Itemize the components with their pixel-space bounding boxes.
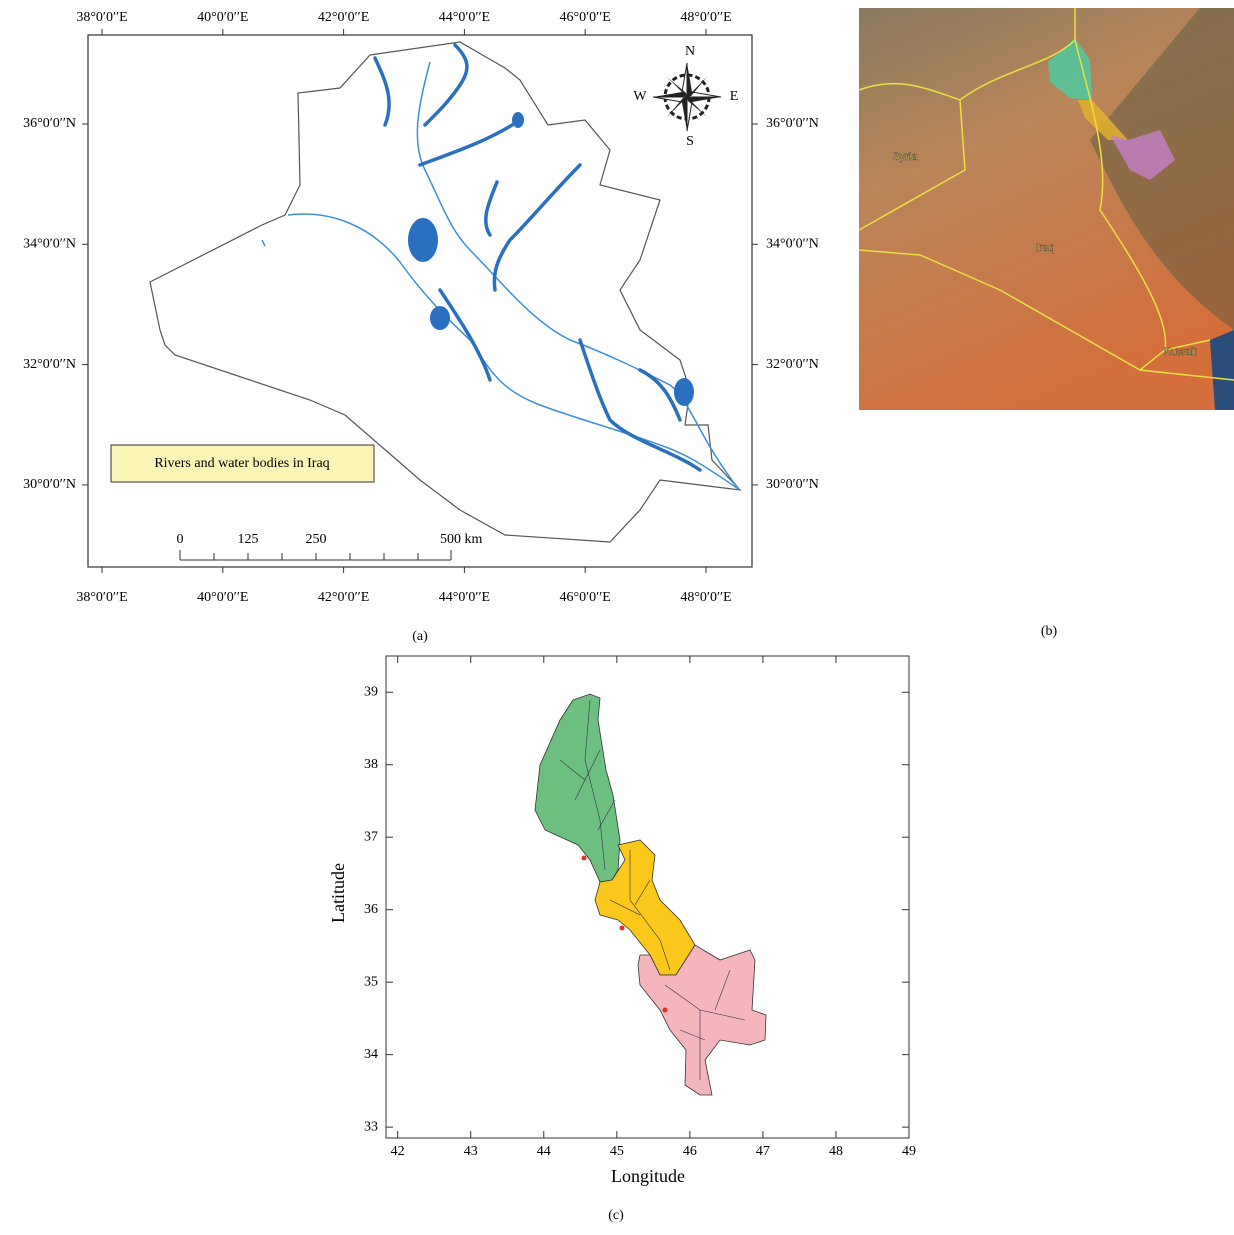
country-label: Syria — [892, 151, 918, 163]
panel-a: N E S W Rivers and water bodies in Iraq … — [88, 35, 752, 644]
lon-label: 38°0′0′′E — [76, 10, 127, 25]
panel-c: Longitude Latitude (c) — [328, 656, 909, 1223]
lon-label: 42°0′0′′E — [318, 10, 369, 25]
x-tick-label: 42 — [391, 1144, 405, 1159]
y-tick-label: 35 — [364, 974, 378, 989]
country-label: Iraq — [1036, 242, 1055, 254]
x-tick-label: 43 — [464, 1144, 478, 1159]
lon-label: 40°0′0′′E — [197, 10, 248, 25]
scale-label: 125 — [238, 532, 259, 547]
lat-label: 36°0′0′′N — [23, 116, 76, 131]
y-tick-label: 37 — [364, 829, 378, 844]
figure: N E S W Rivers and water bodies in Iraq … — [0, 0, 1234, 1230]
lon-label: 40°0′0′′E — [197, 590, 248, 605]
x-tick-label: 46 — [683, 1144, 697, 1159]
caption-b: (b) — [1041, 624, 1058, 639]
lon-label: 48°0′0′′E — [680, 590, 731, 605]
lon-label: 38°0′0′′E — [76, 590, 127, 605]
x-tick-label: 48 — [829, 1144, 843, 1159]
y-axis-label: Latitude — [328, 863, 348, 923]
lon-label: 46°0′0′′E — [560, 10, 611, 25]
y-tick-label: 39 — [364, 684, 378, 699]
x-tick-label: 49 — [902, 1144, 916, 1159]
legend-text: Rivers and water bodies in Iraq — [154, 456, 329, 471]
y-tick-label: 34 — [364, 1047, 378, 1062]
map-frame — [88, 35, 752, 567]
x-tick-label: 44 — [537, 1144, 551, 1159]
x-tick-label: 45 — [610, 1144, 624, 1159]
compass-e: E — [730, 89, 739, 104]
lat-label: 34°0′0′′N — [766, 237, 819, 252]
compass-n: N — [685, 44, 695, 59]
compass-w: W — [633, 89, 647, 104]
y-tick-label: 36 — [364, 902, 378, 917]
lat-label: 30°0′0′′N — [23, 477, 76, 492]
lat-label: 32°0′0′′N — [23, 357, 76, 372]
scale-label: 0 — [177, 532, 184, 547]
compass-s: S — [686, 134, 694, 149]
caption-a: (a) — [412, 629, 428, 644]
lat-label: 32°0′0′′N — [766, 357, 819, 372]
lat-label: 34°0′0′′N — [23, 237, 76, 252]
lon-label: 42°0′0′′E — [318, 590, 369, 605]
lon-label: 44°0′0′′E — [439, 10, 490, 25]
lat-label: 30°0′0′′N — [766, 477, 819, 492]
scale-label: 500 km — [440, 532, 483, 547]
lon-label: 48°0′0′′E — [680, 10, 731, 25]
y-tick-label: 33 — [364, 1119, 378, 1134]
lon-label: 44°0′0′′E — [439, 590, 490, 605]
scale-label: 250 — [306, 532, 327, 547]
x-tick-label: 47 — [756, 1144, 770, 1159]
lon-label: 46°0′0′′E — [560, 590, 611, 605]
panel-b: Syria Iraq Kuwait (b) — [859, 8, 1234, 639]
caption-c: (c) — [608, 1208, 624, 1223]
y-tick-label: 38 — [364, 757, 378, 772]
country-label: Kuwait — [1163, 346, 1196, 358]
x-axis-label: Longitude — [611, 1166, 685, 1186]
lat-label: 36°0′0′′N — [766, 116, 819, 131]
